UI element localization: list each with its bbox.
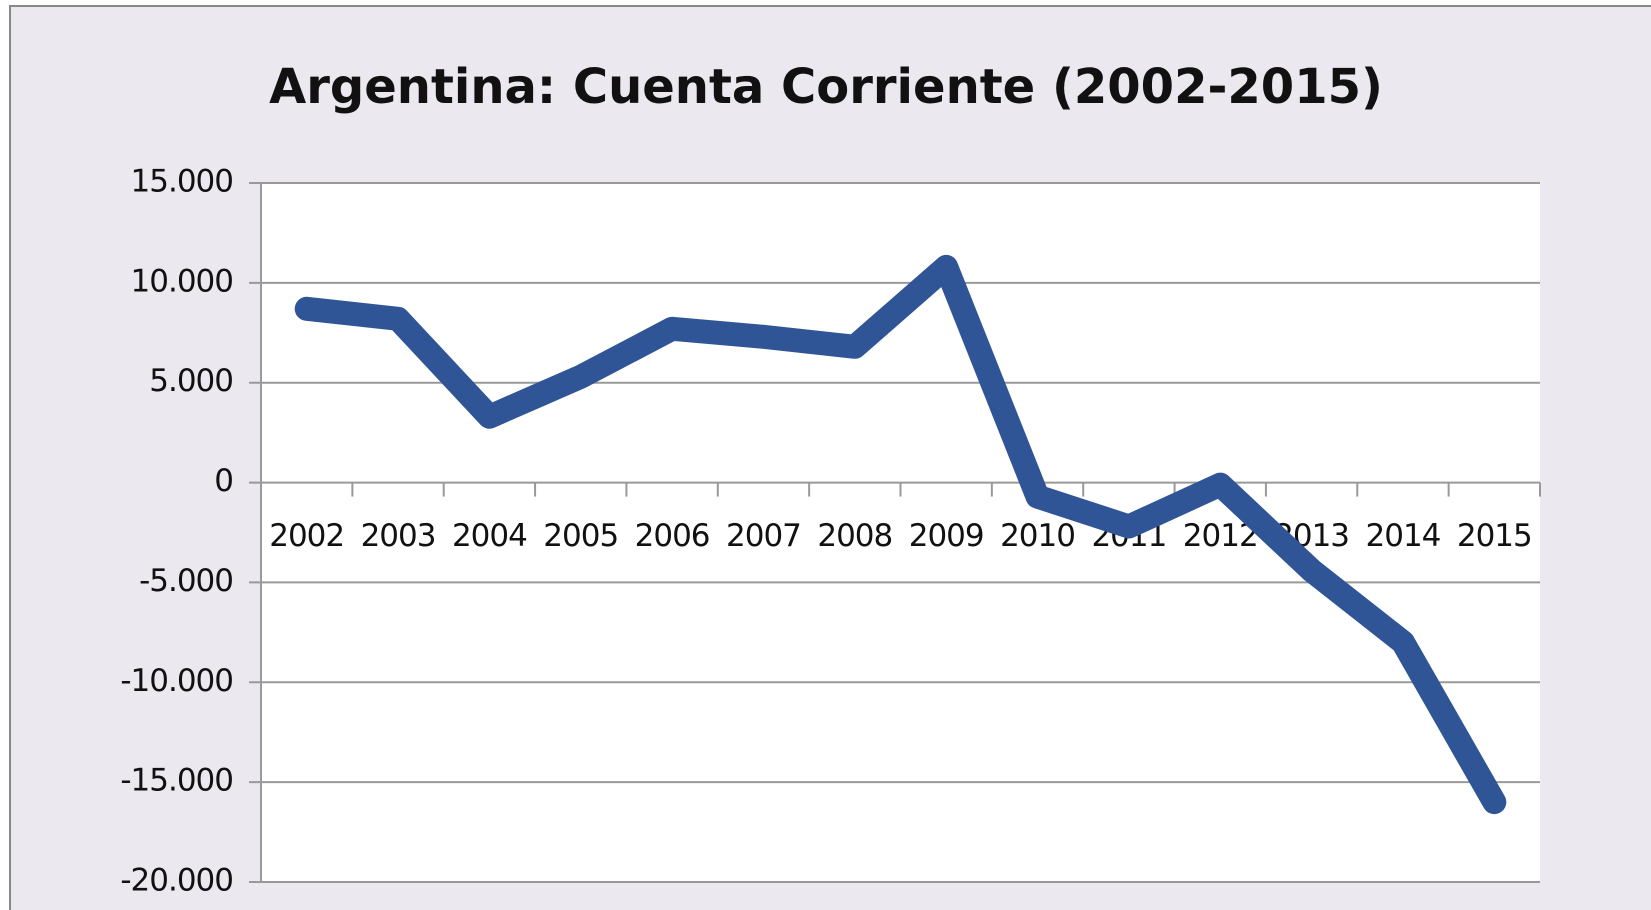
y-tick-label: -20.000	[120, 863, 233, 899]
x-tick-label: 2008	[817, 518, 892, 554]
x-tick-label: 2003	[361, 518, 436, 554]
x-tick-label: 2014	[1366, 518, 1441, 554]
chart-title: Argentina: Cuenta Corriente (2002-2015)	[269, 59, 1383, 115]
y-tick-label: -5.000	[139, 563, 233, 599]
x-tick-label: 2004	[452, 518, 527, 554]
y-tick-label: -15.000	[120, 763, 233, 799]
x-tick-label: 2009	[909, 518, 984, 554]
y-tick-label: 15.000	[131, 164, 233, 200]
y-tick-label: 5.000	[149, 363, 233, 399]
x-tick-label: 2002	[269, 518, 344, 554]
x-tick-label: 2007	[726, 518, 801, 554]
y-tick-label: -10.000	[120, 663, 233, 699]
x-tick-label: 2005	[543, 518, 618, 554]
x-tick-label: 2006	[635, 518, 710, 554]
y-tick-label: 0	[214, 463, 233, 499]
data-line	[294, 254, 1507, 815]
x-tick-label: 2010	[1000, 518, 1075, 554]
x-tick-label: 2015	[1457, 518, 1532, 554]
y-tick-label: 10.000	[131, 263, 233, 299]
